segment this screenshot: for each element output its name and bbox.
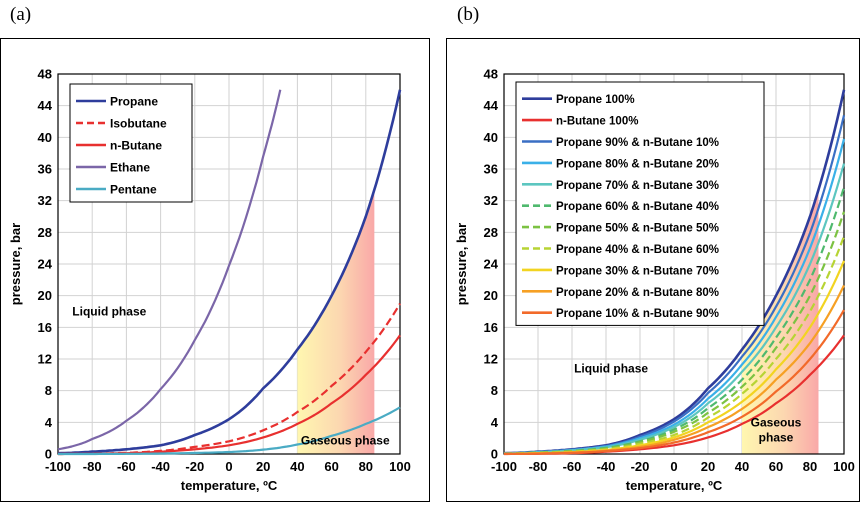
chart-b-ytick-label: 28 bbox=[484, 225, 498, 240]
chart-a-ytick-label: 8 bbox=[45, 383, 52, 398]
chart-a-xtick-label: 0 bbox=[225, 459, 232, 474]
chart-b-legend-label: n-Butane 100% bbox=[556, 116, 638, 128]
chart-b-legend-label: Propane 80% & n-Butane 20% bbox=[556, 158, 719, 170]
chart-b-xtick-label: 40 bbox=[735, 459, 749, 474]
chart-b-xtick-label: 20 bbox=[701, 459, 715, 474]
chart-a-ytick-label: 48 bbox=[38, 67, 52, 82]
chart-b-ytick-label: 24 bbox=[484, 257, 499, 272]
chart-a-legend-label: Isobutane bbox=[110, 117, 167, 131]
chart-b-ytick-label: 36 bbox=[484, 162, 498, 177]
chart-a-xtick-label: 80 bbox=[359, 459, 373, 474]
chart-a-ytick-label: 28 bbox=[38, 225, 52, 240]
chart-b-legend-label: Propane 20% & n-Butane 80% bbox=[556, 287, 719, 299]
chart-b-legend-label: Propane 10% & n-Butane 90% bbox=[556, 308, 719, 320]
chart-b-legend-label: Propane 60% & n-Butane 40% bbox=[556, 201, 719, 213]
chart-b-legend-label: Propane 100% bbox=[556, 94, 635, 106]
chart-a-ytick-label: 16 bbox=[38, 320, 52, 335]
chart-b-ytick-label: 8 bbox=[491, 383, 498, 398]
chart-b-xtick-label: -100 bbox=[491, 459, 517, 474]
chart-a-xtick-label: 40 bbox=[290, 459, 304, 474]
panel-b-tag: (b) bbox=[457, 4, 480, 25]
chart-a-series-line bbox=[57, 89, 402, 455]
chart-a-ytick-label: 12 bbox=[38, 352, 52, 367]
chart-a-plot-area bbox=[57, 73, 401, 455]
panel-a-tag: (a) bbox=[10, 4, 32, 25]
chart-a-xtick-label: 20 bbox=[256, 459, 270, 474]
chart-a-xtick-label: -80 bbox=[83, 459, 102, 474]
chart-a-ytick-label: 20 bbox=[38, 288, 52, 303]
chart-b-legend-label: Propane 40% & n-Butane 60% bbox=[556, 244, 719, 256]
chart-a-ytick-label: 36 bbox=[38, 162, 52, 177]
chart-a-xtick-label: -60 bbox=[117, 459, 136, 474]
chart-b-xlabel: temperature, ºC bbox=[626, 478, 723, 493]
chart-b-ylabel: pressure, bar bbox=[454, 223, 469, 305]
chart-a-legend-label: Ethane bbox=[110, 161, 150, 175]
chart-a-xtick-label: -20 bbox=[185, 459, 204, 474]
chart-a-xtick-label: -100 bbox=[45, 459, 71, 474]
chart-a-legend-label: Propane bbox=[110, 95, 158, 109]
chart-a-annotation: Liquid phase bbox=[72, 304, 146, 318]
chart-b-legend-label: Propane 90% & n-Butane 10% bbox=[556, 137, 719, 149]
chart-b-series-line bbox=[504, 211, 846, 455]
chart-a-ylabel: pressure, bar bbox=[8, 223, 23, 305]
chart-b-ytick-label: 12 bbox=[484, 352, 498, 367]
chart-b-legend-label: Propane 50% & n-Butane 50% bbox=[556, 223, 719, 235]
chart-b-ytick-label: 20 bbox=[484, 288, 498, 303]
chart-b-annotation: Gaseous bbox=[751, 415, 802, 429]
chart-a-ytick-label: 0 bbox=[45, 447, 52, 462]
chart-a-xtick-label: 60 bbox=[324, 459, 338, 474]
chart-a-ytick-label: 24 bbox=[38, 257, 53, 272]
chart-b-series-line bbox=[504, 309, 845, 455]
chart-b-plot-area bbox=[503, 73, 845, 455]
chart-b-xtick-label: 100 bbox=[833, 459, 855, 474]
chart-a-xtick-label: 100 bbox=[389, 459, 411, 474]
chart-a-annotation: Gaseous phase bbox=[301, 434, 390, 448]
chart-b-ytick-label: 32 bbox=[484, 193, 498, 208]
chart-a: 0 4 8 12 16 20 24 28 32 36 40 44 48 -100 -80 -60 -40 -20 0… bbox=[0, 38, 430, 502]
chart-b-ytick-label: 16 bbox=[484, 320, 498, 335]
chart-b-xtick-label: -60 bbox=[563, 459, 582, 474]
chart-a-legend bbox=[69, 83, 193, 203]
chart-b-xtick-label: -20 bbox=[631, 459, 650, 474]
chart-b-annotation: phase bbox=[759, 430, 794, 444]
chart-a-ytick-label: 44 bbox=[38, 98, 53, 113]
chart-a-series-line bbox=[57, 89, 282, 451]
chart-a-series-line bbox=[58, 406, 401, 456]
chart-b-xtick-label: 60 bbox=[769, 459, 783, 474]
chart-b-ytick-label: 4 bbox=[491, 415, 499, 430]
chart-b-legend-label: Propane 30% & n-Butane 70% bbox=[556, 265, 719, 277]
chart-a-ytick-label: 4 bbox=[45, 415, 53, 430]
chart-b-legend bbox=[515, 81, 765, 326]
chart-a-ytick-label: 32 bbox=[38, 193, 52, 208]
chart-a-series-line bbox=[58, 303, 401, 456]
chart-b-ytick-label: 0 bbox=[491, 447, 498, 462]
chart-b-series-line bbox=[504, 186, 846, 455]
chart-a-xtick-label: -40 bbox=[151, 459, 170, 474]
chart-b-ytick-label: 48 bbox=[484, 67, 498, 82]
chart-b-xtick-label: 80 bbox=[803, 459, 817, 474]
chart-b-legend-label: Propane 70% & n-Butane 30% bbox=[556, 180, 719, 192]
chart-b-annotation: Liquid phase bbox=[574, 361, 648, 375]
chart-b-xtick-label: -80 bbox=[529, 459, 548, 474]
chart-a-xlabel: temperature, ºC bbox=[181, 478, 278, 493]
chart-a-legend-label: n-Butane bbox=[110, 139, 162, 153]
chart-b-ytick-label: 44 bbox=[484, 98, 499, 113]
chart-a-ytick-label: 40 bbox=[38, 130, 52, 145]
chart-b-series-line bbox=[503, 235, 846, 455]
chart-b-xtick-label: 0 bbox=[670, 459, 677, 474]
chart-b-series-line bbox=[504, 163, 846, 455]
chart-a-legend-label: Pentane bbox=[110, 183, 157, 197]
chart-b: 0 4 8 12 16 20 24 28 32 36 40 44 48 -100 -80 -60 -40 -20 0… bbox=[446, 38, 860, 502]
chart-b-xtick-label: -40 bbox=[597, 459, 616, 474]
chart-b-ytick-label: 40 bbox=[484, 130, 498, 145]
chart-a-shaded-region bbox=[297, 189, 375, 455]
